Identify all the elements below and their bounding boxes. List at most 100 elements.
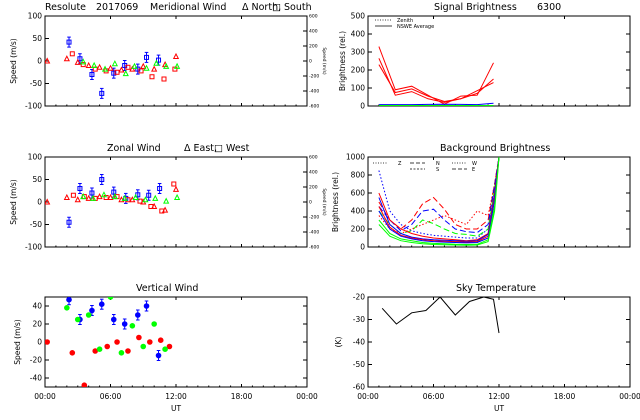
vertical-data-point bbox=[110, 316, 117, 323]
zonal-data-point bbox=[172, 185, 180, 192]
vertical-data-point bbox=[64, 305, 70, 311]
meridional-data-point bbox=[153, 59, 160, 66]
meridional-data-point bbox=[131, 62, 138, 69]
zonal-y-tick-label: -50 bbox=[30, 220, 42, 229]
meridional-data-point bbox=[122, 70, 129, 77]
meridional-y2-tick-label: -200 bbox=[309, 74, 319, 80]
background-series-line bbox=[378, 157, 500, 239]
panel-signal-brightness: Signal Brightness 6300 Brightness (rel.)… bbox=[338, 2, 631, 111]
meridional-data-point bbox=[107, 64, 114, 71]
sky-temperature-y-tick-label: -50 bbox=[353, 360, 365, 369]
background-y-tick-label: 1000 bbox=[346, 153, 365, 162]
background-y-tick-label: 600 bbox=[351, 189, 366, 198]
legend-label-zenith: Zenith bbox=[397, 18, 413, 24]
meridional-data-point bbox=[140, 62, 147, 69]
zonal-data-point bbox=[45, 198, 51, 205]
background-title: Background Brightness bbox=[440, 143, 550, 154]
sky-temperature-marks bbox=[381, 297, 500, 334]
zonal-data-point bbox=[152, 194, 159, 201]
vertical-data-point bbox=[114, 339, 120, 345]
panel-zonal-wind: Zonal Wind Δ East, □ West Speed (m/s) Sp… bbox=[9, 143, 327, 252]
zonal-y2-tick-label: -200 bbox=[309, 215, 319, 221]
zonal-data-point bbox=[157, 186, 163, 191]
vertical-y-tick-label: 20 bbox=[32, 320, 42, 329]
vertical-data-point bbox=[129, 323, 136, 329]
zonal-legend-west: □ West bbox=[214, 143, 250, 154]
vertical-x-tick-label: 18:00 bbox=[231, 392, 253, 401]
vertical-data-point bbox=[98, 301, 105, 308]
meridional-y2-tick-label: -600 bbox=[309, 104, 319, 110]
vertical-y-tick-label: -20 bbox=[30, 356, 42, 365]
vertical-data-point bbox=[147, 339, 153, 345]
vertical-data-point bbox=[107, 297, 114, 300]
zonal-y2-tick-label: 600 bbox=[309, 155, 318, 161]
meridional-data-point bbox=[144, 54, 150, 60]
legend-label-n: N bbox=[436, 161, 440, 167]
zonal-y2-tick-label: 200 bbox=[309, 185, 318, 191]
zonal-data-point bbox=[125, 197, 131, 203]
sky-temperature-y-tick-label: -30 bbox=[353, 315, 365, 324]
meridional-legend-south: □ South bbox=[272, 2, 312, 13]
vertical-y-axis-label: Speed (m/s) bbox=[13, 319, 22, 365]
legend-label-w: W bbox=[472, 161, 477, 167]
zonal-title: Zonal Wind bbox=[107, 143, 161, 154]
vertical-data-point bbox=[45, 339, 50, 345]
meridional-data-point bbox=[85, 61, 92, 68]
sky-temperature-x-tick-label: 00:00 bbox=[619, 392, 640, 401]
signal-y-tick-label: 100 bbox=[351, 84, 366, 93]
zonal-data-point bbox=[151, 202, 158, 209]
meridional-data-point bbox=[80, 62, 86, 68]
meridional-y2-tick-label: 600 bbox=[309, 14, 318, 20]
vertical-data-point bbox=[143, 303, 150, 309]
sky-temperature-series-line bbox=[381, 297, 500, 334]
vertical-x-axis-label: UT bbox=[171, 404, 181, 413]
sky-temperature-x-tick-label: 18:00 bbox=[554, 392, 576, 401]
signal-series-line bbox=[378, 46, 494, 105]
zonal-legend-east: Δ East, bbox=[184, 143, 217, 154]
vertical-data-point bbox=[166, 343, 173, 350]
vertical-data-point bbox=[136, 334, 142, 341]
wavelength-label: 6300 bbox=[537, 2, 561, 13]
zonal-data-point bbox=[100, 191, 108, 198]
vertical-data-point bbox=[104, 343, 111, 350]
meridional-y-tick-label: 50 bbox=[32, 34, 42, 43]
panel-vertical-wind: Vertical Wind Speed (m/s) UT 00:00 06:00 1… bbox=[13, 283, 318, 413]
sky-temperature-y-tick-label: -40 bbox=[353, 338, 365, 347]
zonal-data-point bbox=[70, 192, 76, 198]
meridional-data-point bbox=[99, 90, 105, 96]
zonal-data-point bbox=[99, 177, 105, 182]
signal-series-line bbox=[378, 64, 494, 103]
sky-temperature-y-tick-label: -60 bbox=[353, 383, 365, 392]
panel-sky-temperature: Sky Temperature (K) UT 00:00 06:00 12:00 18… bbox=[334, 283, 640, 413]
vertical-data-point bbox=[121, 321, 128, 327]
vertical-data-point bbox=[96, 346, 103, 353]
sky-temperature-y-tick-label: -20 bbox=[353, 293, 365, 302]
vertical-y-tick-label: -40 bbox=[30, 374, 42, 383]
meridional-y2-tick-label: -400 bbox=[309, 89, 319, 95]
zonal-data-point bbox=[80, 193, 87, 200]
meridional-data-point bbox=[111, 60, 118, 67]
meridional-y-tick-label: -50 bbox=[30, 79, 42, 88]
vertical-data-point bbox=[151, 321, 157, 327]
signal-y-tick-label: 500 bbox=[351, 12, 366, 21]
background-y-tick-label: 200 bbox=[351, 225, 366, 234]
meridional-data-point bbox=[74, 58, 81, 65]
meridional-title: Meridional Wind bbox=[150, 2, 226, 13]
meridional-y2-tick-label: 0 bbox=[309, 59, 312, 65]
meridional-y-tick-label: -100 bbox=[25, 102, 42, 111]
vertical-data-point bbox=[81, 382, 88, 387]
vertical-data-point bbox=[85, 312, 92, 318]
zonal-y2-tick-label: -400 bbox=[309, 230, 319, 236]
meridional-data-point bbox=[91, 61, 98, 68]
zonal-data-point bbox=[89, 190, 95, 196]
zonal-data-point bbox=[171, 181, 177, 187]
vertical-data-point bbox=[118, 350, 125, 356]
meridional-y-tick-label: 100 bbox=[28, 12, 43, 21]
sky-temperature-title: Sky Temperature bbox=[456, 283, 536, 294]
zonal-data-point bbox=[85, 194, 92, 201]
panel-background-brightness: Background Brightness Brightness (rel.) … bbox=[331, 143, 631, 252]
meridional-data-point bbox=[151, 65, 158, 72]
sky-temperature-y-axis-label: (K) bbox=[334, 337, 343, 348]
vertical-data-point bbox=[155, 352, 162, 359]
